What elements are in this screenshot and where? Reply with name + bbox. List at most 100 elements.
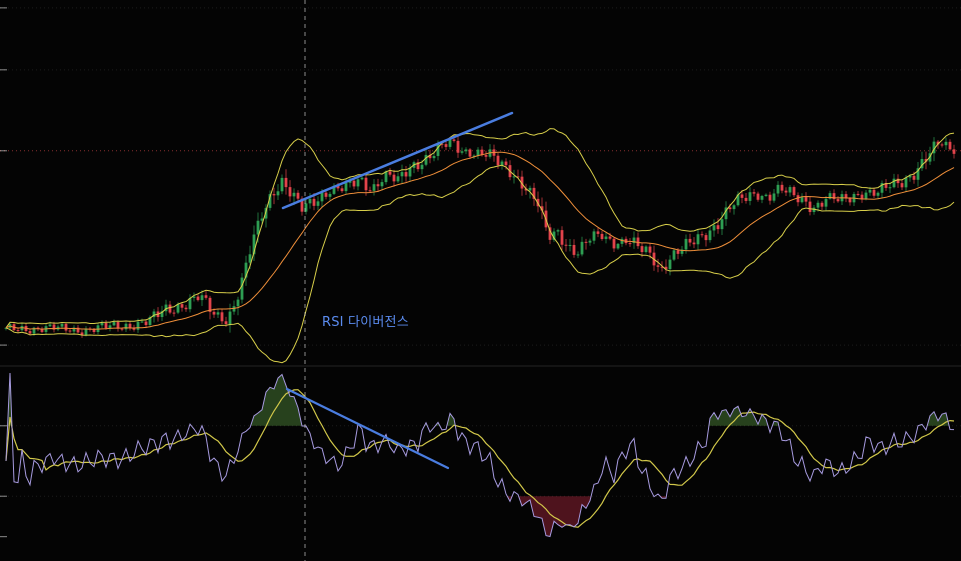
candle-body [856, 193, 860, 195]
candle-body [100, 322, 104, 326]
candle-body [120, 328, 124, 330]
candle-body [600, 233, 604, 239]
candle-body [916, 168, 920, 180]
candle-body [396, 176, 400, 182]
candle-body [580, 241, 584, 255]
candle-body [712, 225, 716, 231]
candle-body [684, 238, 688, 250]
rsi-line[interactable] [5, 372, 955, 538]
candle-body [476, 149, 480, 156]
candle-body [524, 188, 528, 191]
candle-body [688, 238, 692, 243]
bollinger-lower-band[interactable] [5, 164, 955, 364]
candle-body [844, 194, 848, 199]
bollinger-basis-line[interactable] [5, 151, 955, 330]
candle-body [720, 219, 724, 230]
candle-body [236, 299, 240, 307]
candle-body [724, 207, 728, 220]
candle-body [736, 194, 740, 206]
candle-body [112, 322, 116, 326]
candle-body [868, 189, 872, 193]
candle-body [700, 234, 704, 236]
candle-body [416, 162, 420, 170]
candle-body [168, 304, 172, 313]
candle-body [904, 177, 908, 188]
candle-body [500, 161, 504, 166]
candle-body [248, 254, 252, 263]
candle-body [64, 323, 68, 331]
candle-body [368, 190, 372, 192]
candle-body [324, 192, 328, 197]
candle-body [620, 238, 624, 244]
candle-body [616, 243, 620, 249]
candle-body [864, 192, 868, 200]
candle-body [240, 277, 244, 300]
candle-body [480, 149, 484, 156]
candle-body [808, 201, 812, 213]
candle-body [192, 296, 196, 298]
candle-body [404, 172, 408, 177]
candle-body [344, 182, 348, 192]
rsi-divergence-label[interactable]: RSI 다이버전스 [322, 315, 409, 330]
bollinger-upper-band[interactable] [5, 128, 955, 329]
candle-body [276, 191, 280, 196]
rsi-ma-line[interactable] [5, 389, 955, 528]
candle-body [32, 327, 36, 334]
candle-body [284, 177, 288, 188]
candle-body [272, 194, 276, 196]
candle-body [796, 195, 800, 203]
candle-body [28, 331, 32, 334]
candle-body [608, 236, 612, 239]
candle-body [732, 205, 736, 210]
rsi-oversold-fill [507, 496, 667, 537]
candle-body [604, 236, 608, 239]
candle-body [320, 192, 324, 202]
candle-body [224, 321, 228, 325]
candle-body [76, 327, 80, 333]
candle-body [772, 193, 776, 201]
candle-body [292, 192, 296, 197]
candle-body [388, 171, 392, 175]
candle-body [892, 178, 896, 188]
candle-body [952, 149, 956, 154]
candle-body [900, 183, 904, 188]
candle-body [348, 180, 352, 183]
candle-body [516, 176, 520, 178]
candle-body [304, 203, 308, 212]
candle-body [464, 149, 468, 152]
price-trendline[interactable] [281, 111, 514, 210]
candle-body [708, 230, 712, 241]
candlestick-series[interactable] [4, 134, 956, 338]
candle-body [364, 177, 368, 191]
candle-body [752, 192, 756, 194]
candle-body [676, 250, 680, 254]
candle-body [312, 198, 316, 206]
candle-body [640, 246, 644, 253]
candle-body [296, 192, 300, 199]
candle-body [940, 144, 944, 146]
candle-body [328, 193, 332, 197]
candle-body [392, 174, 396, 182]
candle-body [432, 155, 436, 159]
candle-body [740, 194, 744, 198]
candle-body [280, 177, 284, 192]
candle-body [132, 327, 136, 330]
candle-body [512, 176, 516, 178]
candle-body [888, 187, 892, 189]
candle-body [664, 266, 668, 270]
candle-body [144, 321, 148, 325]
candle-body [804, 197, 808, 202]
candle-body [184, 307, 188, 310]
candle-body [920, 159, 924, 169]
candle-body [340, 188, 344, 192]
candle-body [832, 193, 836, 200]
candle-body [116, 322, 120, 329]
candle-body [244, 262, 248, 278]
candle-body [172, 312, 176, 314]
candle-body [860, 194, 864, 200]
candle-body [612, 238, 616, 249]
candle-body [372, 184, 376, 191]
candle-body [820, 202, 824, 207]
rsi-trendline[interactable] [285, 387, 450, 470]
